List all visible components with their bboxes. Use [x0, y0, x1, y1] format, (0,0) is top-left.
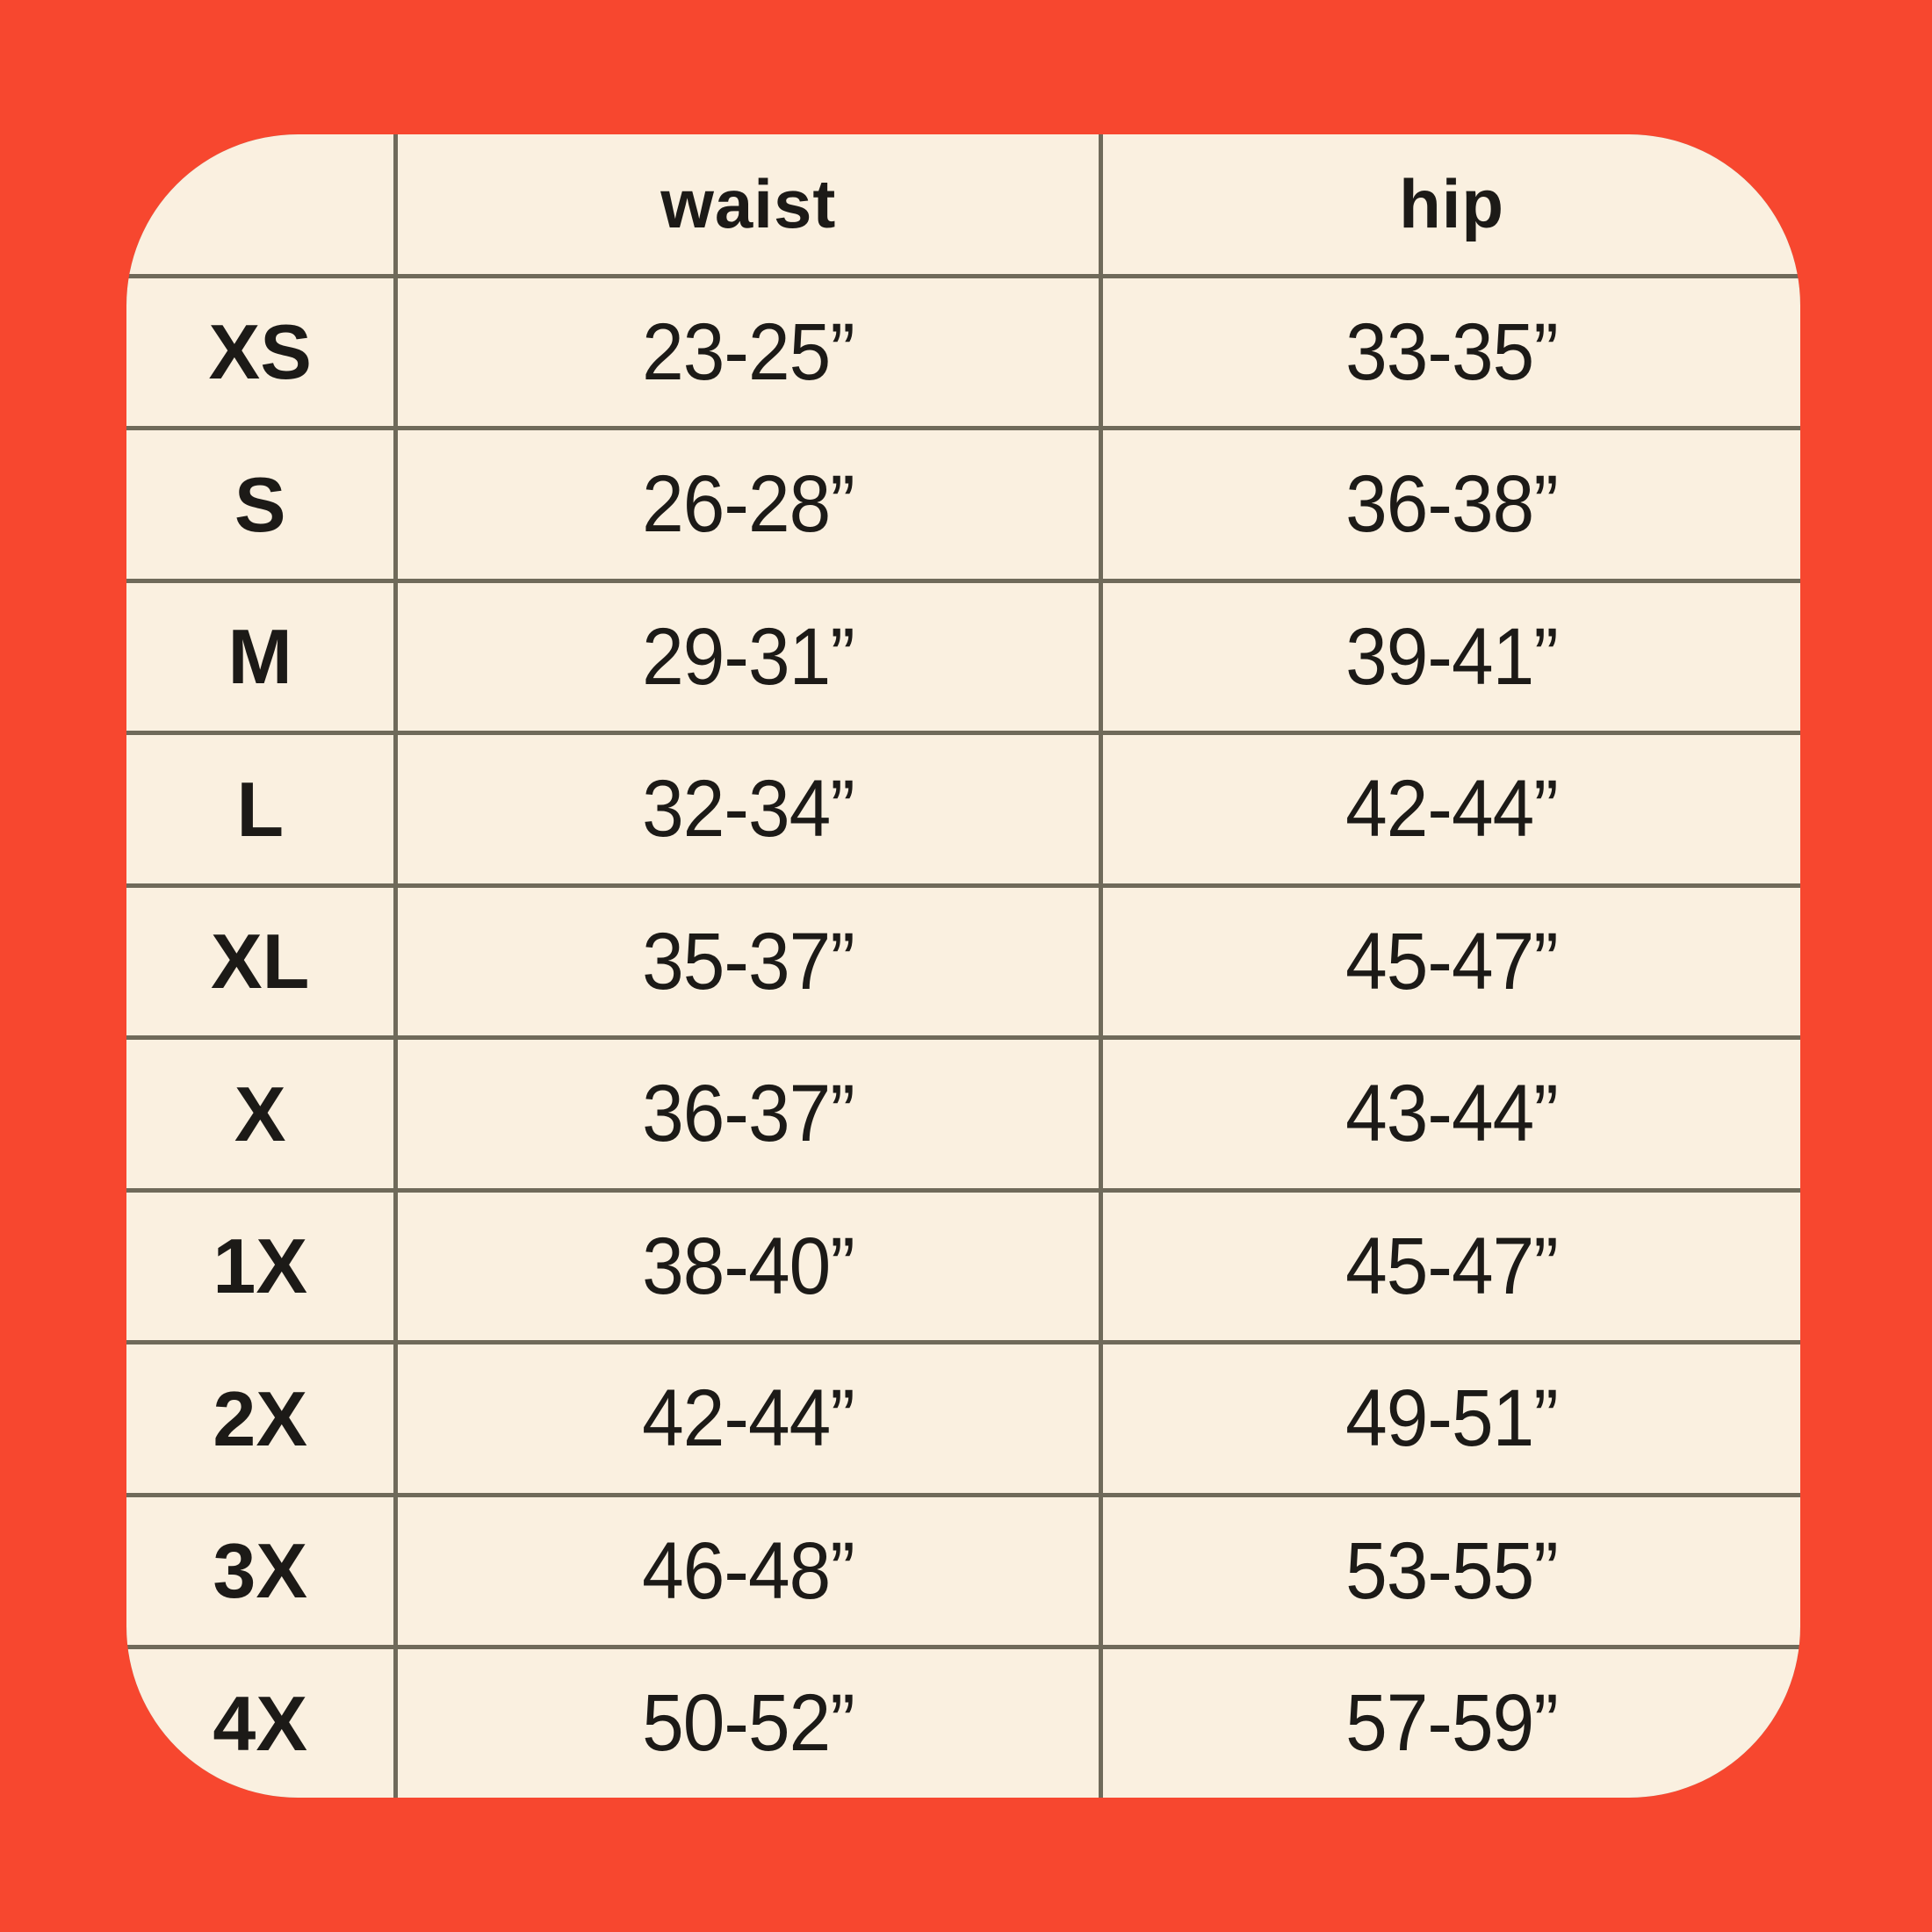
- column-header-size: [126, 134, 394, 274]
- hip-value-cell: 33-35”: [1103, 278, 1800, 427]
- size-label-cell: S: [126, 430, 394, 579]
- size-label-cell: 2X: [126, 1344, 394, 1493]
- waist-value-cell: 36-37”: [398, 1040, 1099, 1188]
- column-header-waist: waist: [398, 134, 1099, 274]
- hip-value-cell: 45-47”: [1103, 887, 1800, 1036]
- size-label-cell: L: [126, 735, 394, 883]
- waist-value-cell: 42-44”: [398, 1344, 1099, 1493]
- size-label-cell: 3X: [126, 1496, 394, 1646]
- waist-value-cell: 50-52”: [398, 1649, 1099, 1798]
- waist-value-cell: 26-28”: [398, 430, 1099, 579]
- hip-value-cell: 36-38”: [1103, 430, 1800, 579]
- waist-value-cell: 29-31”: [398, 582, 1099, 732]
- size-label-cell: XL: [126, 887, 394, 1036]
- waist-value-cell: 46-48”: [398, 1496, 1099, 1646]
- hip-value-cell: 45-47”: [1103, 1192, 1800, 1341]
- hip-value-cell: 57-59”: [1103, 1649, 1800, 1798]
- hip-value-cell: 39-41”: [1103, 582, 1800, 732]
- size-label-cell: 1X: [126, 1192, 394, 1341]
- size-label-cell: M: [126, 582, 394, 732]
- hip-value-cell: 43-44”: [1103, 1040, 1800, 1188]
- hip-value-cell: 42-44”: [1103, 735, 1800, 883]
- column-header-hip: hip: [1103, 134, 1800, 274]
- waist-value-cell: 32-34”: [398, 735, 1099, 883]
- size-chart-card: waist hip XS 23-25” 33-35” S 26-28” 36-3…: [126, 134, 1800, 1798]
- waist-value-cell: 38-40”: [398, 1192, 1099, 1341]
- size-label-cell: X: [126, 1040, 394, 1188]
- waist-value-cell: 23-25”: [398, 278, 1099, 427]
- size-label-cell: XS: [126, 278, 394, 427]
- hip-value-cell: 53-55”: [1103, 1496, 1800, 1646]
- waist-value-cell: 35-37”: [398, 887, 1099, 1036]
- size-label-cell: 4X: [126, 1649, 394, 1798]
- size-chart-table: waist hip XS 23-25” 33-35” S 26-28” 36-3…: [126, 134, 1800, 1798]
- hip-value-cell: 49-51”: [1103, 1344, 1800, 1493]
